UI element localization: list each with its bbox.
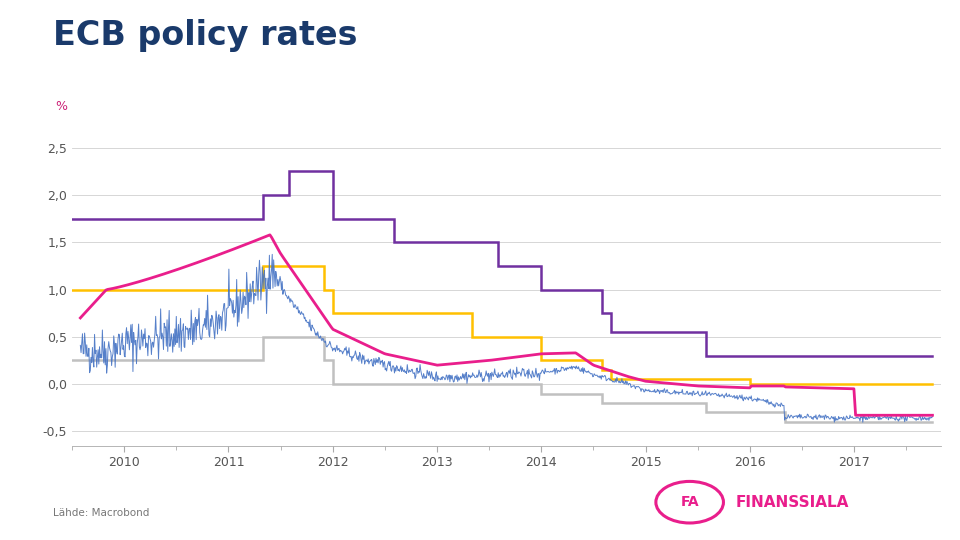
Text: ECB policy rates: ECB policy rates — [53, 19, 357, 52]
Text: Lähde: Macrobond: Lähde: Macrobond — [53, 508, 149, 518]
Text: FA: FA — [681, 495, 699, 509]
Text: %: % — [56, 100, 67, 113]
Text: FINANSSIALA: FINANSSIALA — [735, 495, 849, 510]
